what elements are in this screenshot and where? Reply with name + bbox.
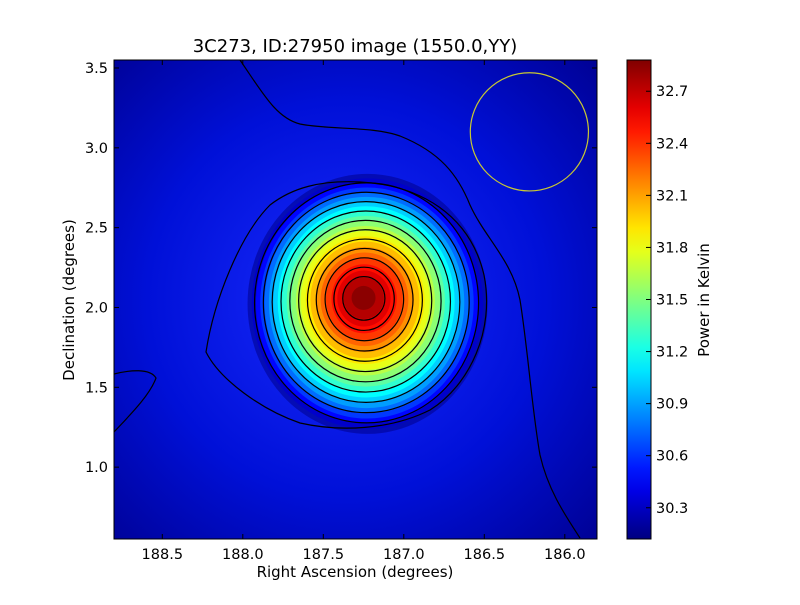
colorbar-ticks: 30.3 30.6 30.9 31.2 31.5 31.8 32.1 32.4 32.7 xyxy=(646,84,688,517)
x-tick-label: 186.0 xyxy=(544,547,586,563)
contour-ring xyxy=(315,247,414,352)
contour-ring xyxy=(342,275,386,321)
contour-ring xyxy=(324,257,405,342)
colorbar-tick-label: 32.1 xyxy=(656,188,688,204)
contour-ring xyxy=(271,201,461,403)
chart-title: 3C273, ID:27950 image (1550.0,YY) xyxy=(193,36,518,57)
x-ticks: 188.5 188.0 187.5 187.0 186.5 186.0 xyxy=(142,60,586,563)
outer-contour-top xyxy=(239,60,581,539)
contour-ring xyxy=(298,229,433,373)
colorbar-label: Power in Kelvin xyxy=(695,243,713,357)
contour-ring xyxy=(289,219,442,383)
contour-ring xyxy=(253,182,480,424)
x-tick-label: 187.5 xyxy=(303,547,345,563)
y-tick-label: 2.0 xyxy=(85,300,108,316)
colorbar-tick-label: 30.3 xyxy=(656,501,688,517)
colorbar-tick-label: 32.4 xyxy=(656,136,688,152)
x-tick-label: 188.0 xyxy=(222,547,264,563)
heatmap-band xyxy=(351,285,376,310)
colorbar-tick-label: 30.6 xyxy=(656,449,688,465)
x-tick-label: 187.0 xyxy=(383,547,425,563)
y-tick-label: 2.5 xyxy=(85,221,108,237)
y-tick-label: 3.5 xyxy=(85,61,108,77)
contour-ring xyxy=(306,238,423,362)
outer-contour-left xyxy=(114,370,157,433)
beam-circle xyxy=(469,72,590,192)
y-tick-label: 1.0 xyxy=(85,460,108,476)
y-axis-label: Declination (degrees) xyxy=(60,219,78,381)
colorbar-tick-label: 32.7 xyxy=(656,84,688,100)
colorbar-tick-label: 31.5 xyxy=(656,293,688,309)
x-axis-label: Right Ascension (degrees) xyxy=(257,563,454,581)
y-ticks: 1.0 1.5 2.0 2.5 3.0 3.5 xyxy=(85,61,597,476)
contour-lines xyxy=(114,60,581,539)
plot-frame xyxy=(113,59,598,540)
y-tick-label: 3.0 xyxy=(85,141,108,157)
plot-area xyxy=(114,60,597,539)
contour-ring xyxy=(333,266,395,332)
y-tick-label: 1.5 xyxy=(85,380,108,396)
x-tick-label: 186.5 xyxy=(464,547,506,563)
contour-ring xyxy=(262,191,470,414)
x-tick-label: 188.5 xyxy=(142,547,184,563)
contour-ring xyxy=(280,210,452,393)
colorbar-tick-label: 31.8 xyxy=(656,240,688,256)
heatmap-bands xyxy=(247,173,488,434)
colorbar-tick-label: 31.2 xyxy=(656,345,688,361)
colorbar-tick-label: 30.9 xyxy=(656,397,688,413)
